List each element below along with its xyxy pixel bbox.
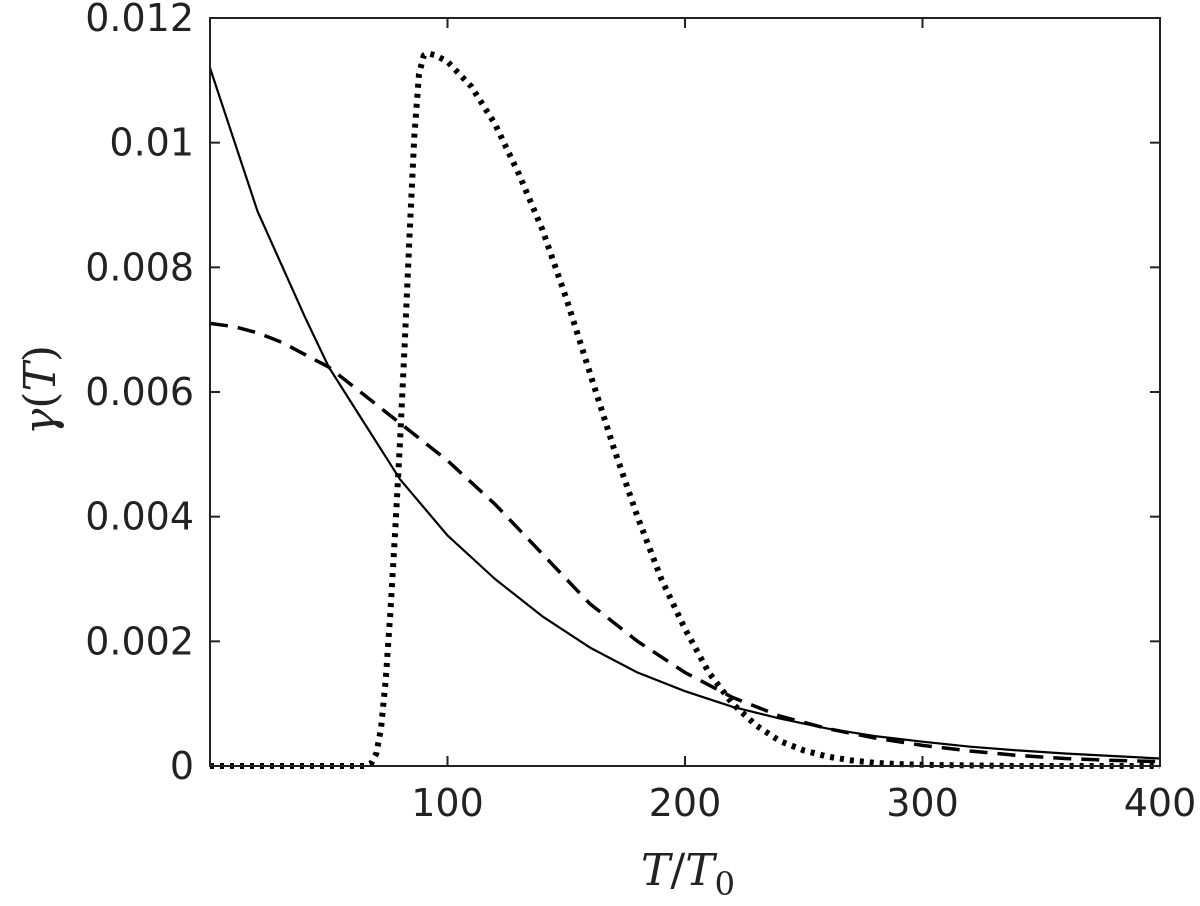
y-tick-label: 0.012 xyxy=(85,0,194,40)
x-tick-label: 400 xyxy=(1124,781,1197,825)
y-tick-label: 0 xyxy=(170,744,194,788)
series-line-dotted xyxy=(210,50,1160,769)
y-axis-label: γ(T) xyxy=(15,345,66,435)
x-axis-label: T/T0 xyxy=(641,845,735,903)
series-layer xyxy=(208,50,1161,769)
x-tick-label: 100 xyxy=(411,781,484,825)
y-tick-label: 0.008 xyxy=(85,245,194,289)
y-tick-label: 0.01 xyxy=(109,121,194,165)
tick-labels: 100 200 300 400 0 0.002 0.004 0.006 0.008 0.01 0.0… xyxy=(85,0,1196,825)
y-tick-label: 0.002 xyxy=(85,619,194,663)
y-tick-label: 0.004 xyxy=(85,495,194,539)
plot-frame xyxy=(209,17,1161,767)
ticks-layer xyxy=(210,17,1161,767)
series-line-solid xyxy=(208,67,1161,760)
series-line-dashed xyxy=(209,321,1161,764)
x-tick-label: 200 xyxy=(649,781,722,825)
x-tick-label: 300 xyxy=(886,781,959,825)
y-tick-label: 0.006 xyxy=(85,370,194,414)
